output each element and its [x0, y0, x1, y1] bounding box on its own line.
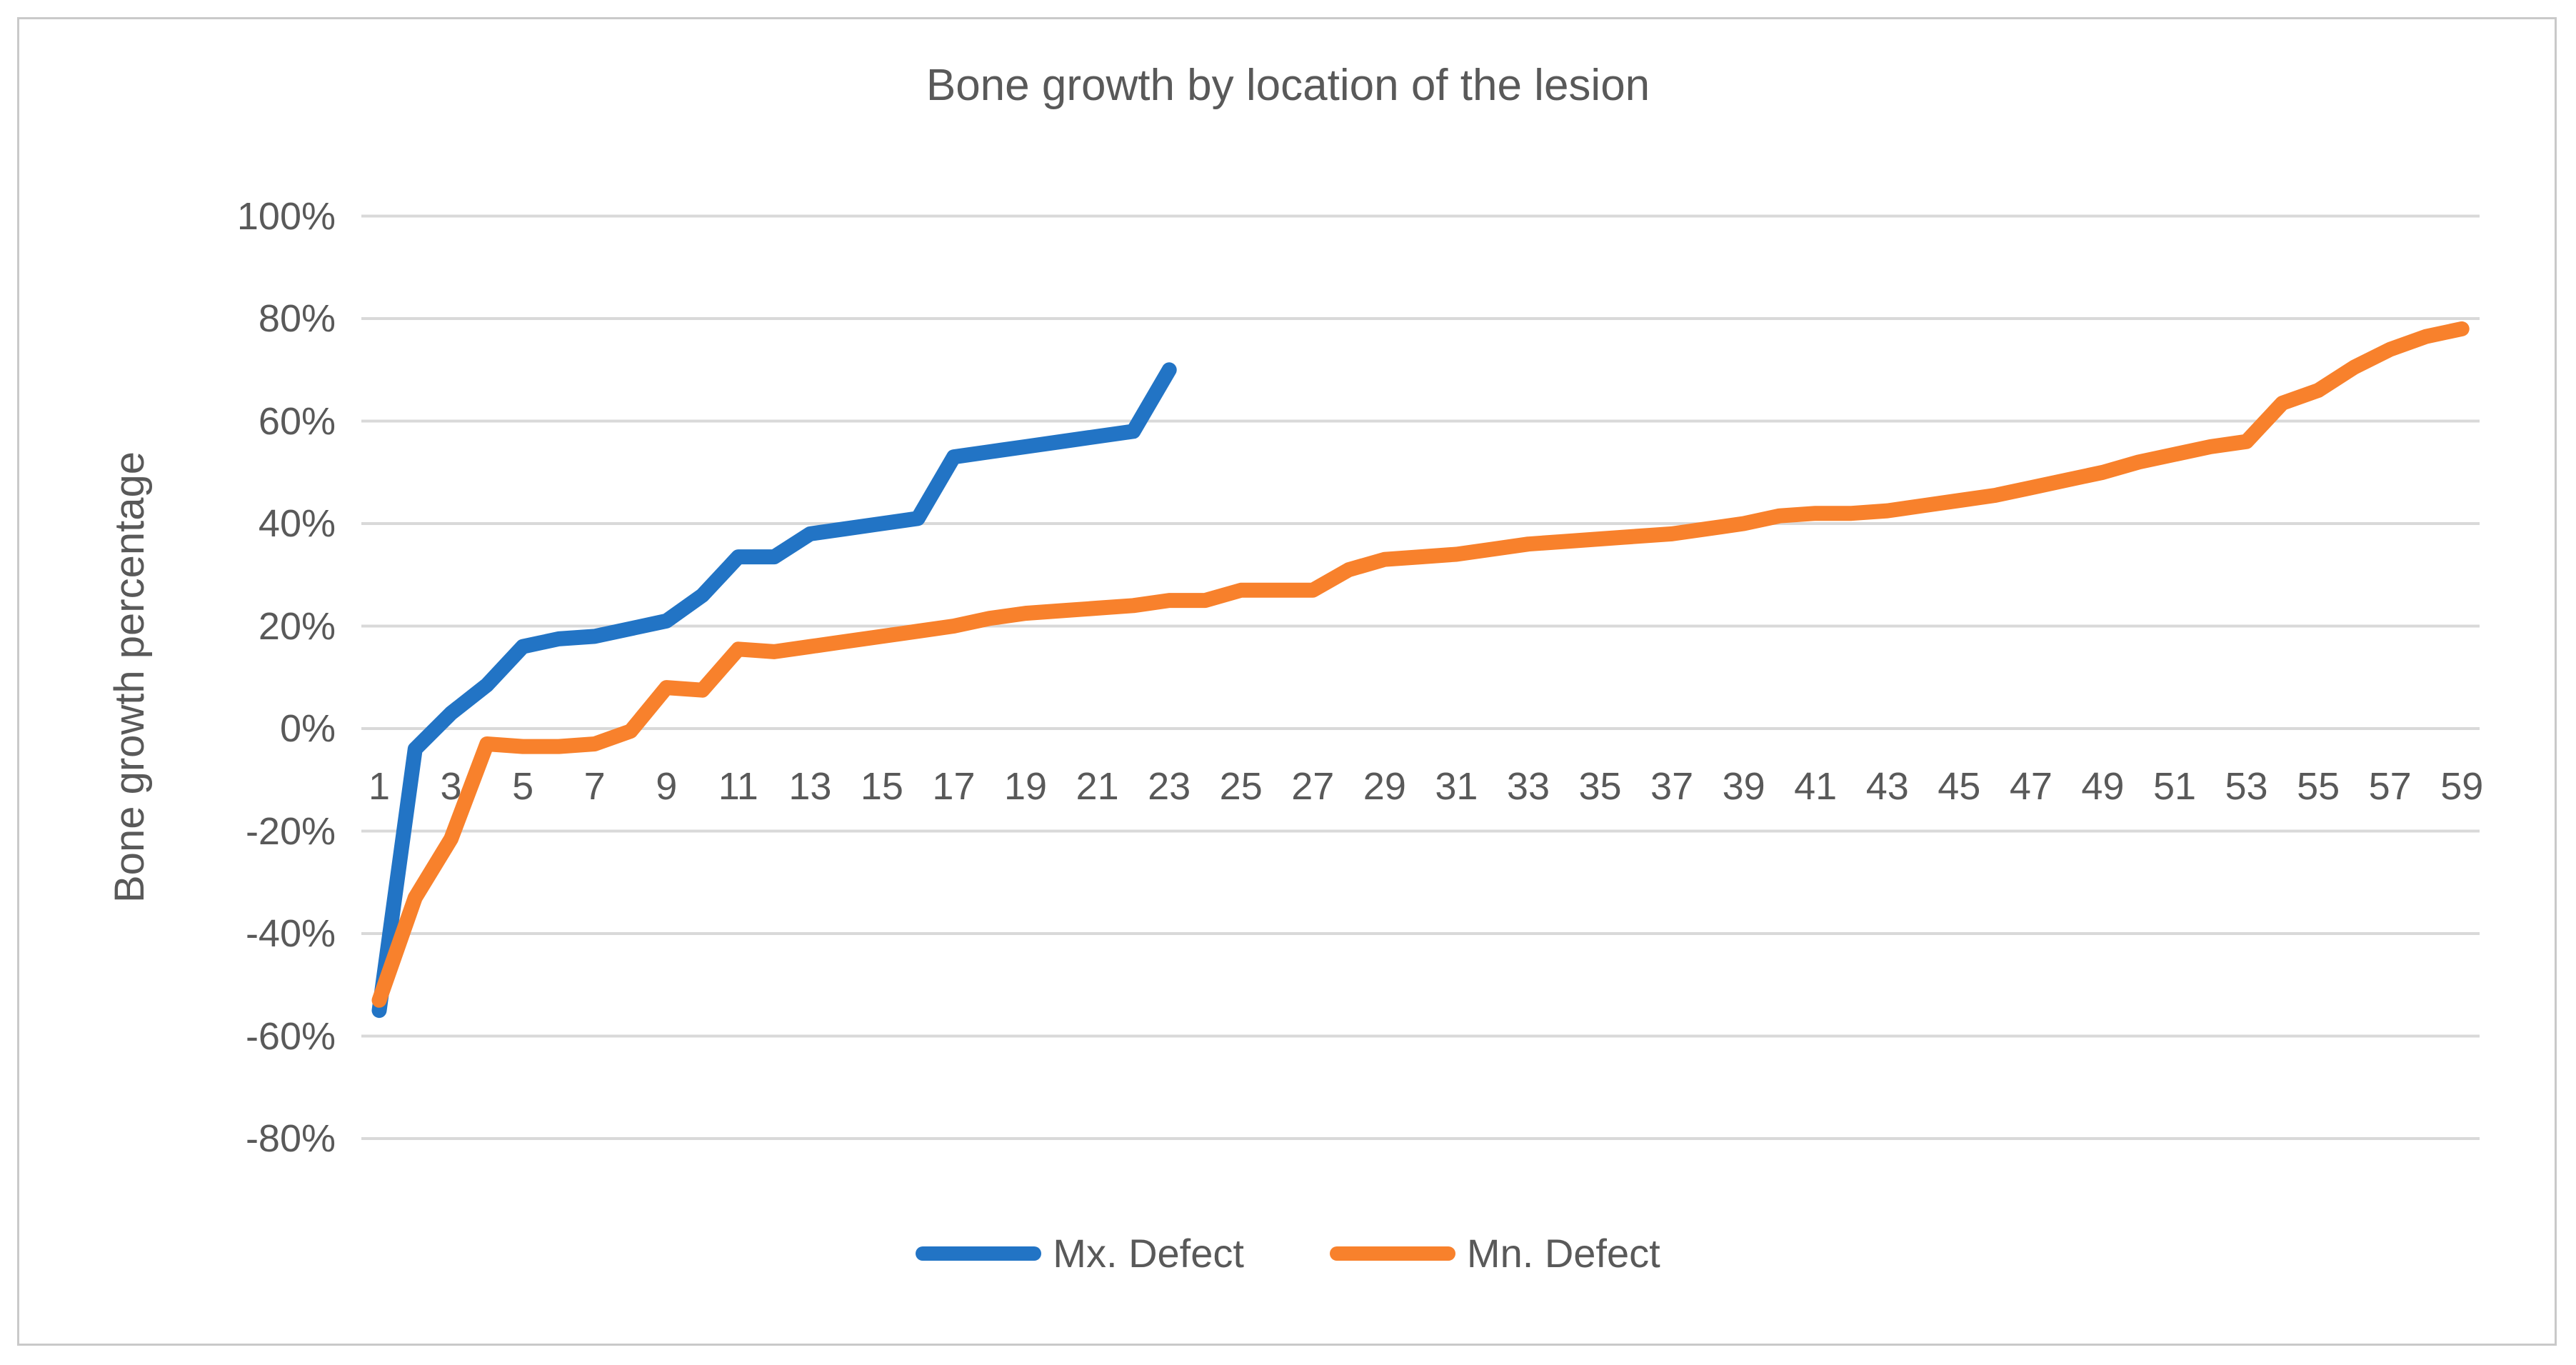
x-tick-label: 55	[2297, 765, 2340, 808]
x-tick-label: 49	[2081, 765, 2125, 808]
chart-title: Bone growth by location of the lesion	[926, 61, 1650, 110]
y-tick-label: -20%	[245, 809, 336, 853]
x-tick-label: 13	[788, 765, 832, 808]
x-tick-label: 45	[1938, 765, 1981, 808]
x-tick-label: 19	[1003, 765, 1048, 808]
legend-label: Mn. Defect	[1466, 1231, 1660, 1276]
x-tick-label: 43	[1865, 765, 1909, 808]
x-tick-label: 25	[1219, 765, 1263, 808]
x-tick-label: 53	[2225, 765, 2268, 808]
x-tick-label: 21	[1076, 765, 1119, 808]
x-tick-label: 15	[860, 765, 903, 808]
series-line-mn-defect	[371, 321, 2470, 1008]
x-tick-label: 31	[1435, 765, 1478, 808]
y-tick-label: -40%	[245, 912, 336, 955]
y-tick-label: 40%	[258, 502, 336, 545]
x-tick-label: 47	[2009, 765, 2053, 808]
y-tick-label: 20%	[258, 604, 336, 648]
x-tick-label: 41	[1794, 765, 1838, 808]
x-tick-label: 39	[1722, 765, 1765, 808]
x-tick-label: 5	[512, 765, 534, 808]
y-tick-label: 80%	[258, 297, 336, 340]
y-tick-label: -80%	[245, 1117, 336, 1160]
y-tick-label: 100%	[236, 194, 336, 238]
y-tick-label: 0%	[279, 707, 336, 750]
x-tick-label: 17	[932, 765, 976, 808]
series-line-mx-defect	[371, 362, 1177, 1019]
x-tick-label: 35	[1578, 765, 1622, 808]
x-tick-label: 27	[1291, 765, 1335, 808]
x-tick-label: 3	[440, 765, 462, 808]
x-tick-label: 33	[1506, 765, 1550, 808]
y-tick-label: -60%	[245, 1014, 336, 1058]
x-tick-label: 23	[1148, 765, 1191, 808]
chart-frame	[17, 17, 2557, 1346]
legend-swatch-mx-defect	[916, 1246, 1042, 1261]
x-tick-label: 11	[718, 765, 758, 808]
y-axis-title: Bone growth percentage	[106, 451, 153, 903]
x-tick-label: 57	[2368, 765, 2412, 808]
legend: Mx. Defect Mn. Defect	[0, 1230, 2576, 1276]
x-tick-label: 9	[656, 765, 678, 808]
y-tick-label: 60%	[258, 399, 336, 443]
legend-label: Mx. Defect	[1053, 1231, 1244, 1276]
x-tick-label: 1	[368, 765, 391, 808]
x-tick-label: 7	[583, 765, 606, 808]
x-tick-label: 59	[2440, 765, 2484, 808]
x-tick-label: 51	[2152, 765, 2197, 808]
legend-item: Mn. Defect	[1329, 1230, 1660, 1276]
legend-item: Mx. Defect	[916, 1230, 1244, 1276]
x-tick-label: 37	[1650, 765, 1694, 808]
x-tick-label: 29	[1363, 765, 1406, 808]
legend-swatch-mn-defect	[1329, 1246, 1455, 1261]
